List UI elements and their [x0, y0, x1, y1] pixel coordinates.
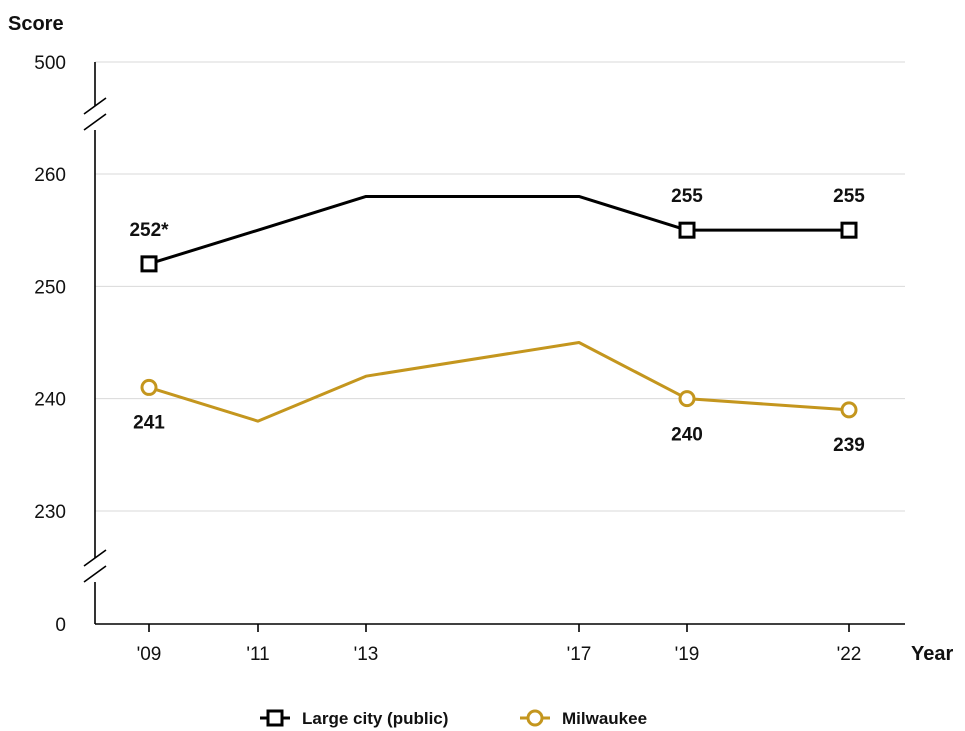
- legend-marker: [266, 709, 284, 727]
- data-label: 240: [671, 425, 703, 446]
- axis-break-top: [83, 97, 107, 131]
- series-line: [148, 341, 850, 423]
- legend-marker: [526, 709, 544, 727]
- y-tick-label: 230: [34, 502, 66, 523]
- series-0: 252* 255 255: [129, 186, 865, 273]
- tick-labels: 0 230 240 250 260 500 '09 '11 '13 '17 '19 '22: [34, 53, 861, 665]
- data-point-marker: [140, 378, 158, 396]
- x-axis-title: Year: [911, 643, 953, 665]
- data-point-marker: [140, 255, 158, 273]
- legend: Large city (public) Milwaukee: [260, 709, 647, 728]
- axis-break-bottom: [83, 549, 107, 583]
- data-point-marker: [840, 221, 858, 239]
- x-tick-label: '19: [675, 644, 700, 665]
- x-tick-label: '13: [354, 644, 379, 665]
- data-label: 241: [133, 412, 165, 433]
- series-1: 241 240 239: [133, 341, 865, 456]
- gridlines: [95, 61, 905, 512]
- x-tick-label: '22: [837, 644, 862, 665]
- data-point-marker: [840, 401, 858, 419]
- legend-label: Milwaukee: [562, 709, 647, 728]
- legend-item: Milwaukee: [520, 709, 647, 728]
- y-axis-title: Score: [8, 13, 64, 35]
- data-label: 252*: [129, 220, 169, 241]
- axes: [83, 62, 905, 625]
- legend-item: Large city (public): [260, 709, 448, 728]
- y-tick-label: 0: [55, 615, 66, 636]
- x-tick-label: '09: [137, 644, 162, 665]
- y-tick-label: 250: [34, 277, 66, 298]
- y-tick-label: 260: [34, 165, 66, 186]
- legend-label: Large city (public): [302, 709, 448, 728]
- series-group: 252* 255 255 241 240 239: [129, 186, 865, 456]
- x-tick-label: '17: [567, 644, 592, 665]
- data-point-marker: [678, 390, 696, 408]
- data-label: 255: [833, 186, 865, 207]
- data-point-marker: [678, 221, 696, 239]
- y-tick-label: 500: [34, 53, 66, 74]
- data-label: 255: [671, 186, 703, 207]
- x-tick-label: '11: [246, 644, 269, 665]
- data-label: 239: [833, 435, 865, 456]
- y-tick-label: 240: [34, 390, 66, 411]
- series-line: [148, 194, 849, 266]
